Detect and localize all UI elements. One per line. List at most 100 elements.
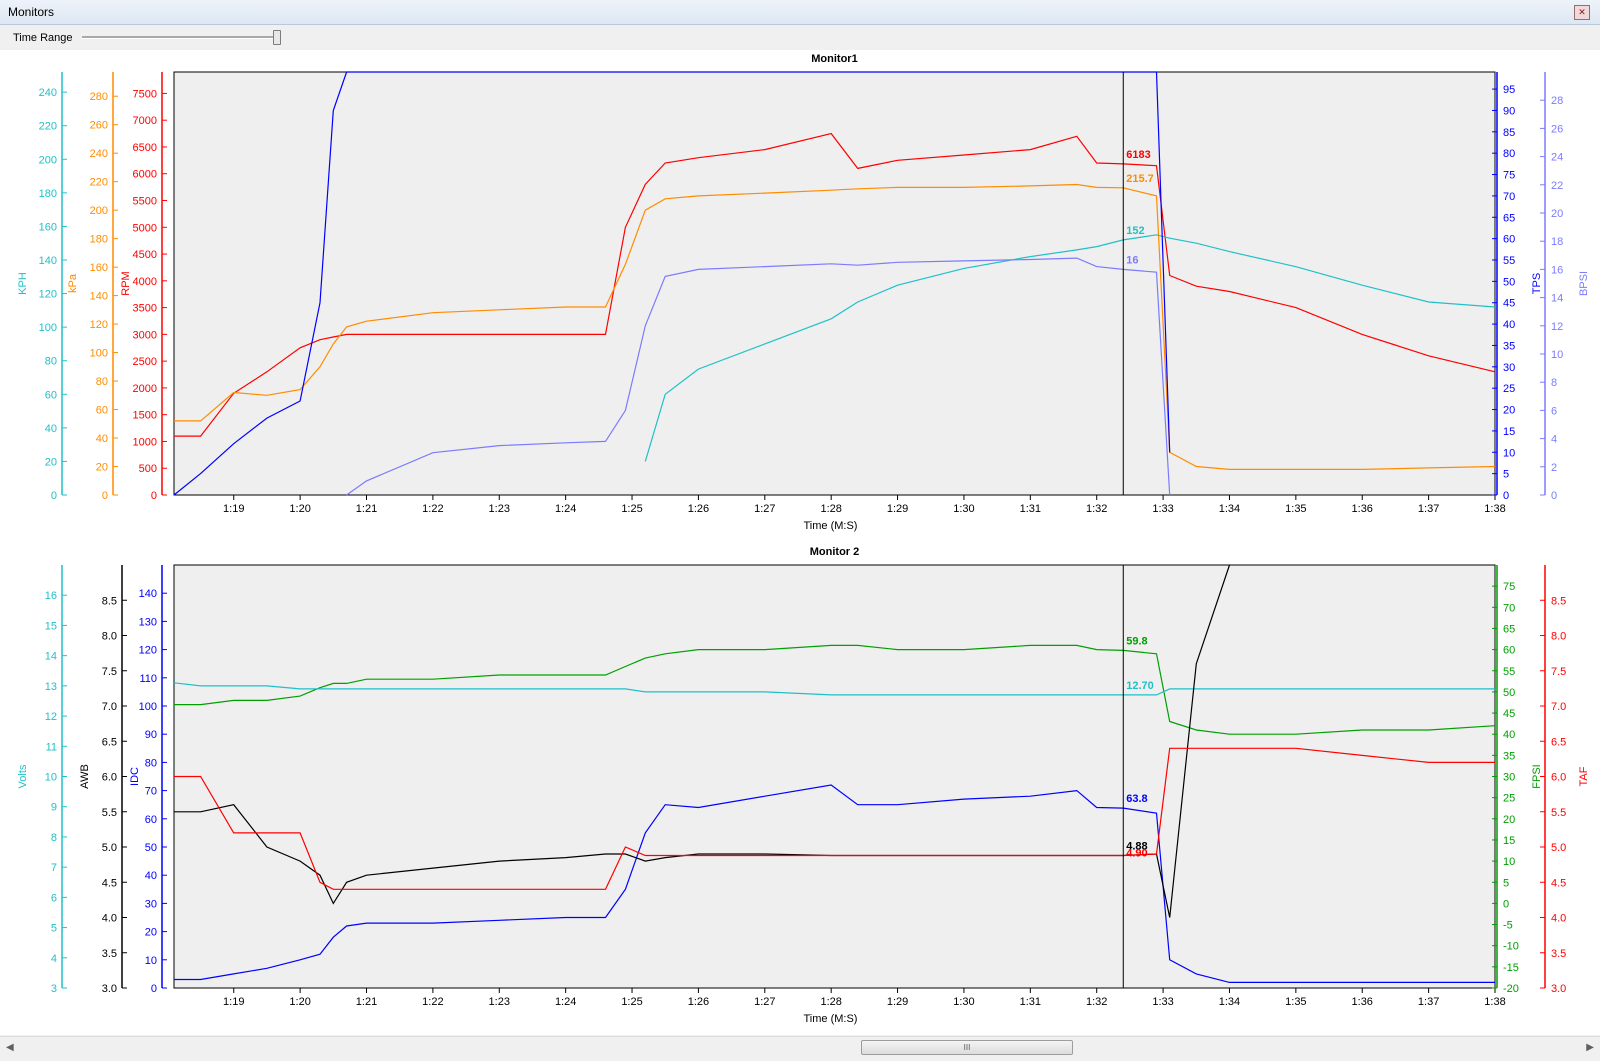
y-tick-label: 8.5	[102, 595, 117, 607]
close-button[interactable]: ✕	[1574, 5, 1590, 20]
y-tick-label: -15	[1503, 962, 1519, 974]
y-tick-label: 13	[45, 681, 57, 693]
y-tick-label: 80	[145, 757, 157, 769]
y-tick-label: 50	[145, 842, 157, 854]
x-tick-label: 1:26	[688, 503, 709, 515]
x-tick-label: 1:36	[1352, 503, 1373, 515]
horizontal-scrollbar[interactable]: ◀ III ▶	[0, 1036, 1600, 1061]
x-tick-label: 1:34	[1219, 503, 1240, 515]
y-tick-label: 1500	[133, 410, 157, 422]
y-tick-label: 8.5	[1551, 595, 1566, 607]
x-tick-label: 1:25	[621, 503, 642, 515]
y-tick-label: 30	[145, 898, 157, 910]
y-tick-label: 0	[1503, 490, 1509, 502]
y-tick-label: 75	[1503, 170, 1515, 182]
y-tick-label: 60	[45, 389, 57, 401]
y-axis-title: IDC	[129, 767, 141, 786]
y-tick-label: 65	[1503, 623, 1515, 635]
y-tick-label: 220	[90, 177, 108, 189]
x-tick-label: 1:24	[555, 996, 576, 1008]
y-axis-title: Volts	[17, 764, 29, 788]
time-range-slider-thumb[interactable]	[273, 30, 281, 45]
y-tick-label: 25	[1503, 383, 1515, 395]
y-tick-label: 24	[1551, 152, 1563, 164]
x-axis-title: Time (M:S)	[804, 520, 858, 532]
y-tick-label: 3.0	[1551, 983, 1566, 995]
y-tick-label: 140	[39, 255, 57, 267]
x-tick-label: 1:25	[621, 996, 642, 1008]
x-tick-label: 1:38	[1484, 996, 1505, 1008]
time-range-slider[interactable]	[82, 36, 278, 39]
y-tick-label: 20	[1551, 208, 1563, 220]
y-tick-label: 70	[145, 786, 157, 798]
y-tick-label: 7.5	[102, 666, 117, 678]
time-range-label: Time Range	[13, 32, 73, 44]
y-tick-label: 120	[39, 289, 57, 301]
y-tick-label: 18	[1551, 236, 1563, 248]
close-icon: ✕	[1578, 7, 1586, 17]
y-tick-label: 10	[1503, 856, 1515, 868]
y-tick-label: 240	[39, 87, 57, 99]
x-tick-label: 1:35	[1285, 503, 1306, 515]
y-tick-label: 260	[90, 120, 108, 132]
y-tick-label: 14	[45, 651, 57, 663]
y-tick-label: 7.0	[102, 701, 117, 713]
y-tick-label: 0	[1551, 490, 1557, 502]
y-tick-label: 25	[1503, 793, 1515, 805]
y-tick-label: 5500	[133, 196, 157, 208]
y-tick-label: 6000	[133, 169, 157, 181]
y-tick-label: 95	[1503, 84, 1515, 96]
y-tick-label: 45	[1503, 708, 1515, 720]
y-tick-label: 15	[1503, 426, 1515, 438]
y-axis-title: BPSI	[1578, 271, 1590, 296]
y-tick-label: 60	[1503, 645, 1515, 657]
x-tick-label: 1:31	[1020, 996, 1041, 1008]
y-tick-label: 140	[90, 291, 108, 303]
window-title: Monitors	[8, 5, 55, 19]
x-tick-label: 1:22	[422, 996, 443, 1008]
y-tick-label: 160	[39, 221, 57, 233]
y-tick-label: 4000	[133, 276, 157, 288]
y-tick-label: 8	[51, 832, 57, 844]
y-tick-label: 220	[39, 121, 57, 133]
y-tick-label: 5.0	[1551, 842, 1566, 854]
y-tick-label: 6.0	[102, 772, 117, 784]
scroll-right-icon[interactable]: ▶	[1586, 1042, 1594, 1053]
scroll-left-icon[interactable]: ◀	[6, 1042, 14, 1053]
plot-area	[173, 71, 1496, 496]
y-tick-label: 4.5	[1551, 877, 1566, 889]
monitors-panel: Monitor1 1:19 1:20 1:21 1:22 1:23 1:24 1:25 1:26…	[0, 50, 1600, 1035]
scrollbar-thumb[interactable]: III	[861, 1040, 1073, 1055]
y-tick-label: 8	[1551, 377, 1557, 389]
y-tick-label: 11	[46, 741, 57, 753]
monitors-chart-canvas[interactable]: Monitor1 1:19 1:20 1:21 1:22 1:23 1:24 1:25 1:26…	[0, 50, 1600, 1035]
y-tick-label: 80	[96, 376, 108, 388]
x-tick-label: 1:30	[953, 996, 974, 1008]
y-tick-label: 12	[45, 711, 57, 723]
y-tick-label: 120	[139, 645, 157, 657]
y-tick-label: 70	[1503, 191, 1515, 203]
series-line-bpsi	[346, 257, 1171, 496]
y-tick-label: 60	[96, 405, 108, 417]
y-tick-label: 160	[90, 262, 108, 274]
y-tick-label: 140	[139, 588, 157, 600]
y-tick-label: 5	[1503, 469, 1509, 481]
y-tick-label: 3000	[133, 329, 157, 341]
y-axis-title: AWB	[79, 764, 91, 789]
x-tick-label: 1:20	[289, 996, 310, 1008]
cursor-value-label: 6183	[1126, 149, 1150, 161]
y-tick-label: 200	[39, 154, 57, 166]
y-tick-label: 55	[1503, 666, 1515, 678]
y-tick-label: 30	[1503, 362, 1515, 374]
y-tick-label: 90	[1503, 105, 1515, 117]
y-tick-label: 180	[39, 188, 57, 200]
y-tick-label: 0	[151, 490, 157, 502]
cursor-value-label: 59.8	[1126, 635, 1147, 647]
y-tick-label: 500	[139, 463, 157, 475]
plot-area	[173, 564, 1496, 989]
x-tick-label: 1:33	[1152, 503, 1173, 515]
y-axis-title: FPSI	[1531, 764, 1543, 788]
cursor-value-label: 4.88	[1126, 840, 1147, 852]
y-tick-label: 70	[1503, 602, 1515, 614]
y-tick-label: 10	[1503, 447, 1515, 459]
